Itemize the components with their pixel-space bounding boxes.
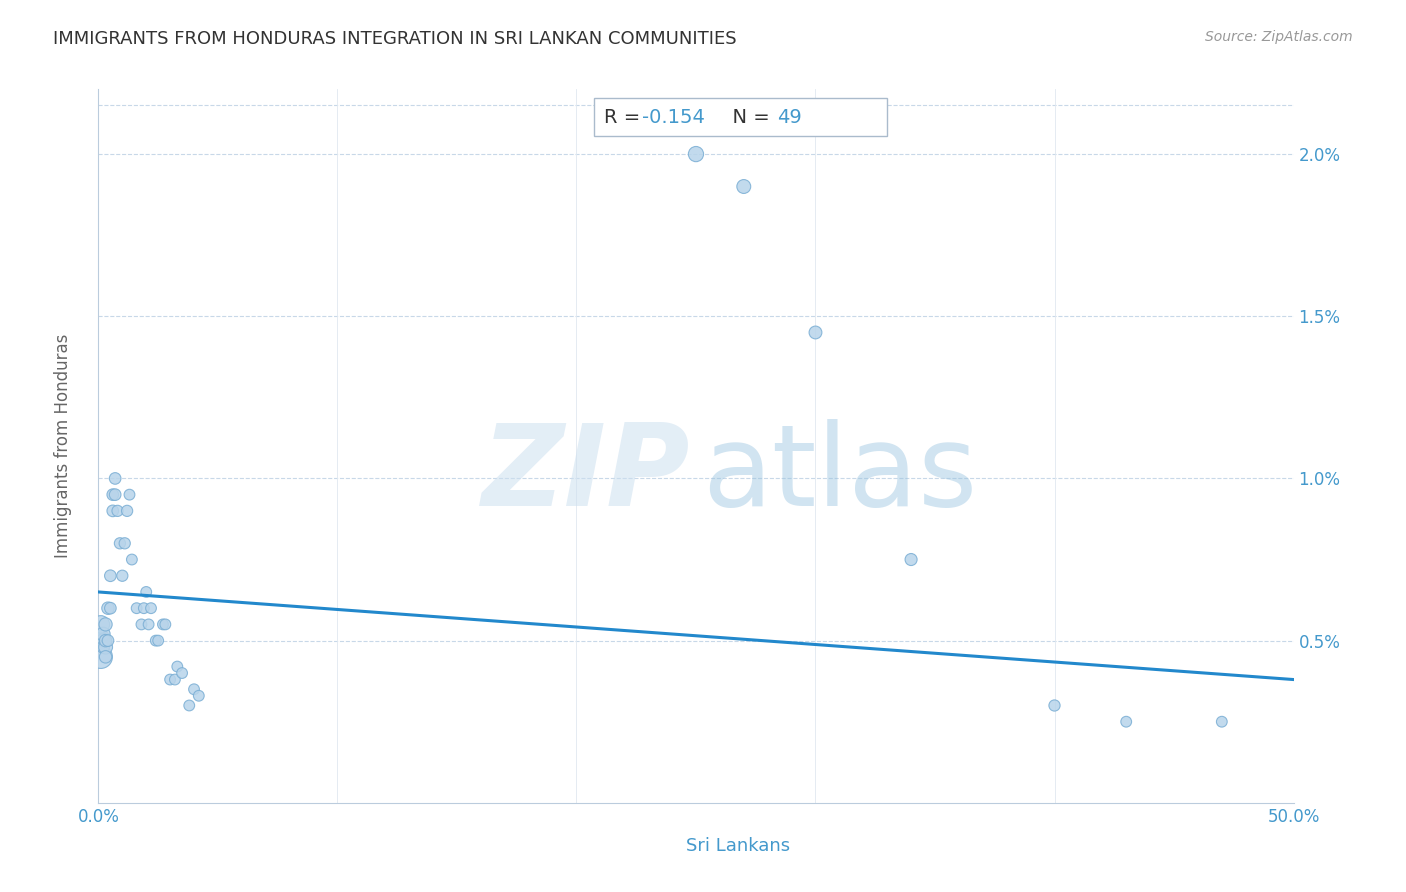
Point xyxy=(131,617,153,632)
Point xyxy=(804,326,827,340)
Point xyxy=(94,640,117,654)
Point xyxy=(94,633,117,648)
Point xyxy=(91,627,114,641)
Point xyxy=(98,568,122,582)
Point xyxy=(98,601,122,615)
Point xyxy=(101,488,124,502)
Point xyxy=(94,617,117,632)
Point xyxy=(733,179,755,194)
Point xyxy=(91,633,114,648)
Point xyxy=(172,666,194,681)
Point xyxy=(94,649,117,664)
Point xyxy=(121,552,143,566)
FancyBboxPatch shape xyxy=(595,98,887,136)
Point xyxy=(90,617,112,632)
Point xyxy=(97,633,120,648)
Point xyxy=(118,488,141,502)
Text: Source: ZipAtlas.com: Source: ZipAtlas.com xyxy=(1205,30,1353,45)
Point xyxy=(135,585,157,599)
Point xyxy=(159,673,181,687)
Point xyxy=(155,617,177,632)
Point xyxy=(152,617,174,632)
Point xyxy=(1115,714,1137,729)
Point xyxy=(91,640,114,654)
Point xyxy=(145,633,167,648)
Point xyxy=(187,689,209,703)
Point xyxy=(1211,714,1233,729)
Point xyxy=(90,649,112,664)
Point xyxy=(138,617,160,632)
Text: 49: 49 xyxy=(778,108,801,127)
Point xyxy=(101,504,124,518)
Point xyxy=(114,536,136,550)
Text: N =: N = xyxy=(720,108,776,127)
Point xyxy=(166,659,188,673)
Text: Immigrants from Honduras: Immigrants from Honduras xyxy=(55,334,72,558)
Text: IMMIGRANTS FROM HONDURAS INTEGRATION IN SRI LANKAN COMMUNITIES: IMMIGRANTS FROM HONDURAS INTEGRATION IN … xyxy=(53,30,737,48)
Point xyxy=(183,682,205,697)
Point xyxy=(97,601,120,615)
Point xyxy=(139,601,162,615)
Point xyxy=(148,633,170,648)
Point xyxy=(163,673,186,687)
Point xyxy=(115,504,138,518)
Point xyxy=(90,633,112,648)
Text: atlas: atlas xyxy=(702,419,977,530)
Text: R =: R = xyxy=(605,108,647,127)
Point xyxy=(104,471,127,485)
Point xyxy=(685,147,707,161)
Point xyxy=(111,568,134,582)
Point xyxy=(900,552,922,566)
Text: Sri Lankans: Sri Lankans xyxy=(686,837,790,855)
Text: -0.154: -0.154 xyxy=(643,108,704,127)
Point xyxy=(132,601,155,615)
Point xyxy=(179,698,201,713)
Text: ZIP: ZIP xyxy=(481,419,690,530)
Point xyxy=(1043,698,1066,713)
Point xyxy=(107,504,129,518)
Point xyxy=(125,601,148,615)
Point xyxy=(104,488,127,502)
Point xyxy=(108,536,131,550)
